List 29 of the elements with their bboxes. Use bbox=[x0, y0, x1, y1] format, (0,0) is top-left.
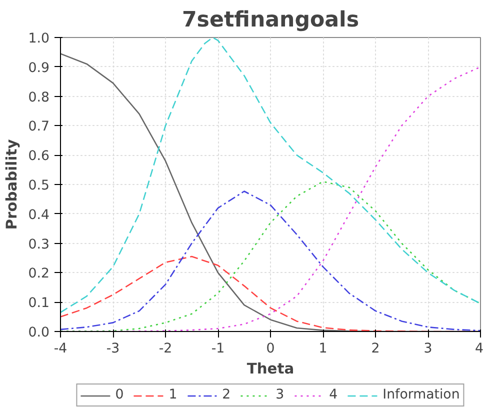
legend-label: 2 bbox=[222, 388, 231, 402]
legend-label: 4 bbox=[329, 388, 338, 402]
x-axis-title: Theta bbox=[246, 360, 294, 378]
y-tick-label: 0.6 bbox=[28, 149, 50, 164]
x-tick-label: -2 bbox=[158, 342, 172, 356]
y-tick-label: 0.9 bbox=[28, 60, 50, 76]
y-tick-label: 0.4 bbox=[28, 208, 50, 223]
x-tick-label: 0 bbox=[266, 342, 275, 356]
x-tick-label: -4 bbox=[54, 342, 68, 356]
legend-label: 1 bbox=[168, 388, 178, 402]
y-tick-label: 1.0 bbox=[28, 32, 50, 46]
legend-label: 3 bbox=[276, 388, 284, 402]
y-tick-label: 0.1 bbox=[28, 296, 50, 312]
y-tick-label: 0.7 bbox=[28, 120, 50, 135]
x-tick-label: 3 bbox=[424, 342, 432, 356]
x-tick-label: -1 bbox=[211, 342, 225, 356]
y-tick-label: 0.5 bbox=[28, 178, 50, 194]
x-tick-label: 4 bbox=[475, 342, 484, 356]
legend-label: 0 bbox=[115, 388, 124, 402]
y-tick-label: 0.3 bbox=[28, 237, 50, 252]
legend-label: Information bbox=[382, 388, 460, 402]
x-tick-label: 2 bbox=[371, 342, 380, 356]
y-tick-label: 0.8 bbox=[28, 90, 50, 106]
x-tick-label: -3 bbox=[106, 342, 120, 356]
y-tick-label: 0.2 bbox=[28, 266, 50, 282]
y-tick-label: 0.0 bbox=[28, 326, 50, 340]
chart-title: 7setfinangoals bbox=[182, 8, 360, 32]
x-tick-label: 1 bbox=[318, 342, 328, 356]
y-axis-title: Probability bbox=[3, 138, 20, 230]
